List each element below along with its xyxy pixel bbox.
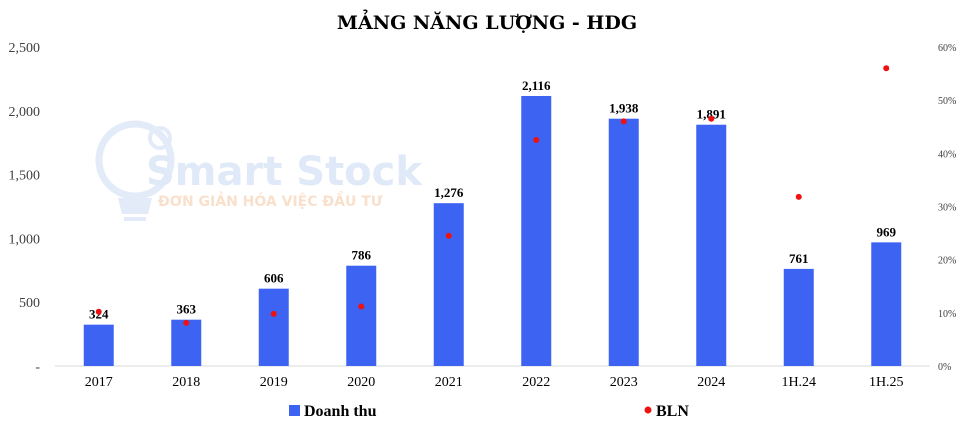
bar-doanh-thu [258, 288, 289, 366]
bar-data-label: 2,116 [522, 78, 551, 93]
point-bln [795, 193, 802, 200]
y-left-tick-label: 2,500 [9, 41, 41, 56]
bar-doanh-thu [346, 265, 377, 366]
y-left-tick-label: 1,000 [9, 232, 41, 247]
point-bln [95, 308, 102, 315]
y-right-tick-label: 40% [938, 149, 956, 160]
x-tick-label: 1H.24 [781, 375, 816, 390]
legend-swatch-bln [644, 406, 652, 414]
x-tick-label: 2018 [172, 375, 200, 390]
x-axis-ticks: 2017 2018 2019 2020 2021 2022 2023 2024 1H.24 1H.… [85, 375, 904, 390]
point-bln [533, 137, 540, 144]
watermark-brand: Smart Stock [146, 149, 423, 195]
x-tick-label: 2022 [522, 375, 550, 390]
y-left-tick-label: 500 [19, 296, 40, 311]
bar-data-label: 786 [352, 248, 372, 263]
y-left-tick-label: 2,000 [9, 105, 41, 120]
y-right-tick-label: 10% [938, 309, 956, 320]
point-bln [270, 310, 277, 317]
x-tick-label: 2023 [610, 375, 638, 390]
bar-doanh-thu [696, 124, 727, 366]
bar-data-label: 969 [877, 224, 897, 239]
bar-data-label: 606 [264, 271, 284, 286]
x-tick-label: 2017 [85, 375, 113, 390]
bar-doanh-thu [433, 203, 464, 366]
scatter-series [95, 65, 890, 326]
bar-data-label: 761 [789, 251, 809, 266]
bar-doanh-thu [521, 95, 552, 366]
bar-data-label: 1,276 [434, 185, 464, 200]
point-bln [883, 65, 890, 72]
legend-swatch-doanh-thu [289, 405, 300, 416]
y-right-tick-label: 0% [938, 362, 951, 373]
x-tick-label: 2019 [260, 375, 288, 390]
bar-doanh-thu [783, 268, 814, 366]
y-axis-left: - 500 1,000 1,500 2,000 2,500 [9, 41, 41, 375]
bar-data-label: 1,891 [697, 107, 726, 122]
watermark-tagline: ĐƠN GIẢN HÓA VIỆC ĐẦU TƯ [158, 191, 383, 210]
legend-label-doanh-thu: Doanh thu [304, 403, 377, 420]
point-bln [445, 232, 452, 239]
bar-data-label: 363 [177, 302, 197, 317]
legend: Doanh thu BLN [289, 403, 689, 420]
x-tick-label: 1H.25 [869, 375, 904, 390]
x-tick-label: 2021 [435, 375, 463, 390]
point-bln [620, 118, 627, 125]
bar-data-label: 1,938 [609, 101, 639, 116]
y-right-tick-label: 60% [938, 43, 956, 54]
x-tick-label: 2024 [697, 375, 725, 390]
bar-doanh-thu [171, 319, 202, 366]
x-tick-label: 2020 [347, 375, 375, 390]
bar-doanh-thu [608, 118, 639, 366]
bar-doanh-thu [83, 324, 114, 366]
point-bln [183, 319, 190, 326]
bar-doanh-thu [871, 242, 902, 366]
bar-series [83, 95, 902, 366]
point-bln [358, 303, 365, 310]
y-left-tick-label: 1,500 [9, 169, 41, 184]
point-bln [708, 115, 715, 122]
chart-title: MẢNG NĂNG LƯỢNG - HDG [337, 8, 637, 34]
y-right-tick-label: 20% [938, 256, 956, 267]
y-right-tick-label: 30% [938, 203, 956, 214]
y-axis-right: 0% 10% 20% 30% 40% 50% 60% [938, 43, 956, 373]
watermark: Smart Stock ĐƠN GIẢN HÓA VIỆC ĐẦU TƯ [95, 120, 423, 221]
y-right-tick-label: 50% [938, 96, 956, 107]
y-left-tick-label: - [35, 360, 40, 375]
bulb-icon [95, 120, 175, 221]
legend-label-bln: BLN [656, 403, 689, 420]
